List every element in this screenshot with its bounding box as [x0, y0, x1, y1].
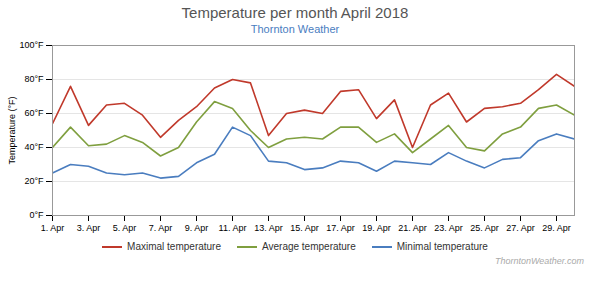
- svg-text:1. Apr: 1. Apr: [41, 223, 65, 233]
- html-text:Maximal temperature: Maximal temperature: [127, 241, 221, 252]
- html-text:Temperature per month April 20: Temperature per month April 2018: [181, 4, 409, 21]
- html-text:Average temperature: Average temperature: [262, 241, 356, 252]
- svg-text:9. Apr: 9. Apr: [185, 223, 209, 233]
- svg-text:5. Apr: 5. Apr: [113, 223, 137, 233]
- svg-text:0°F: 0°F: [29, 210, 44, 220]
- svg-text:27. Apr: 27. Apr: [506, 223, 535, 233]
- svg-text:17. Apr: 17. Apr: [326, 223, 355, 233]
- svg-text:100°F: 100°F: [19, 40, 44, 50]
- svg-text:7. Apr: 7. Apr: [149, 223, 173, 233]
- html-text:ThorntonWeather.com: ThorntonWeather.com: [495, 256, 584, 266]
- svg-text:40°F: 40°F: [24, 142, 44, 152]
- svg-text:11. Apr: 11. Apr: [219, 223, 247, 233]
- svg-text:20°F: 20°F: [24, 176, 44, 186]
- html-text:Thornton Weather: Thornton Weather: [250, 23, 340, 35]
- svg-text:60°F: 60°F: [24, 108, 44, 118]
- svg-text:21. Apr: 21. Apr: [398, 223, 427, 233]
- svg-text:25. Apr: 25. Apr: [470, 223, 499, 233]
- svg-text:23. Apr: 23. Apr: [434, 223, 463, 233]
- svg-text:80°F: 80°F: [24, 74, 44, 84]
- html-text:Minimal temperature: Minimal temperature: [396, 241, 488, 252]
- svg-text:13. Apr: 13. Apr: [254, 223, 283, 233]
- svg-text:29. Apr: 29. Apr: [542, 223, 571, 233]
- svg-text:3. Apr: 3. Apr: [77, 223, 101, 233]
- svg-text:15. Apr: 15. Apr: [290, 223, 319, 233]
- svg-text:Temperature (°F): Temperature (°F): [7, 96, 17, 164]
- svg-text:19. Apr: 19. Apr: [362, 223, 391, 233]
